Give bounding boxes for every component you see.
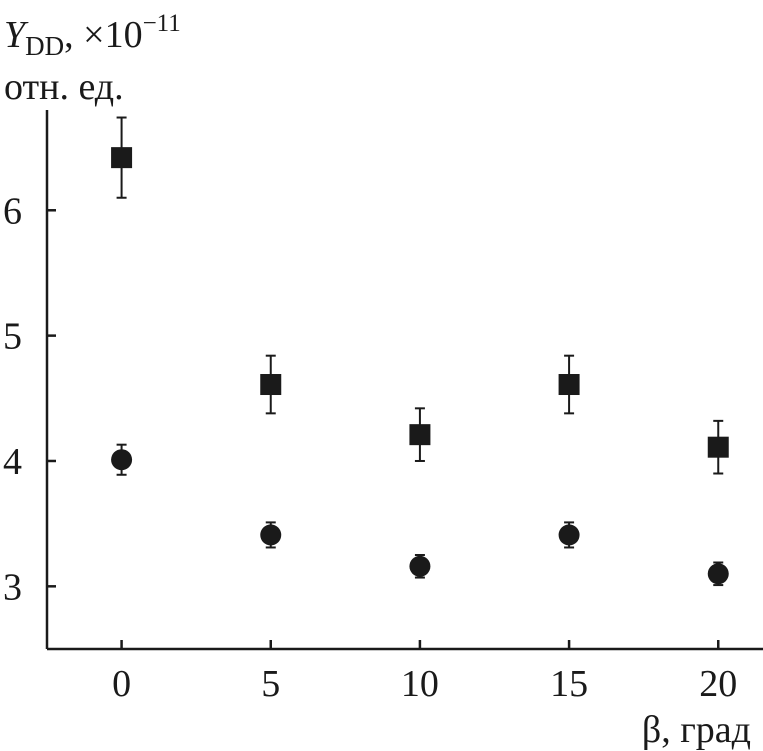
circle-marker xyxy=(111,449,133,471)
x-tick-label-15: 15 xyxy=(550,663,588,705)
y-tick-label-5: 5 xyxy=(3,316,22,358)
y-axis-exponent: −11 xyxy=(143,10,181,37)
y-axis-symbol: Y xyxy=(4,14,29,56)
data-point-s0-0 xyxy=(111,116,133,199)
y-tick-label-4: 4 xyxy=(3,441,22,483)
y-axis-title: YDD, ×10−11 отн. ед. xyxy=(4,10,181,108)
circle-marker xyxy=(707,563,729,585)
y-axis-multiplier: , ×10 xyxy=(64,14,142,56)
square-marker xyxy=(707,436,729,458)
square-marker xyxy=(260,374,282,396)
data-point-s0-4 xyxy=(707,419,729,475)
data-point-s0-3 xyxy=(558,354,580,415)
data-point-s1-1 xyxy=(260,521,282,549)
svg-text:YDD, ×10−11: YDD, ×10−11 xyxy=(4,10,181,61)
x-tick-label-0: 0 xyxy=(112,663,131,705)
x-tick-label-10: 10 xyxy=(401,663,439,705)
data-marks xyxy=(111,116,729,587)
data-point-s0-2 xyxy=(409,407,431,462)
data-point-s1-0 xyxy=(111,443,133,476)
data-point-s1-2 xyxy=(409,553,431,579)
data-point-s1-3 xyxy=(558,521,580,549)
square-marker xyxy=(409,424,431,446)
circle-marker xyxy=(558,524,580,546)
y-tick-label-6: 6 xyxy=(3,190,22,232)
data-point-s0-1 xyxy=(260,354,282,415)
data-point-s1-4 xyxy=(707,561,729,587)
x-axis-title: β, град xyxy=(642,709,751,751)
ticks: 3 4 5 6 0 5 10 15 20 xyxy=(3,190,737,705)
square-marker xyxy=(111,147,133,169)
circle-marker xyxy=(260,524,282,546)
y-axis-units: отн. ед. xyxy=(4,66,124,108)
x-tick-label-5: 5 xyxy=(261,663,280,705)
y-axis-subscript: DD xyxy=(25,31,64,61)
y-tick-label-3: 3 xyxy=(3,566,22,608)
square-marker xyxy=(558,374,580,396)
circle-marker xyxy=(409,555,431,577)
axes xyxy=(45,110,763,651)
x-tick-label-20: 20 xyxy=(699,663,737,705)
